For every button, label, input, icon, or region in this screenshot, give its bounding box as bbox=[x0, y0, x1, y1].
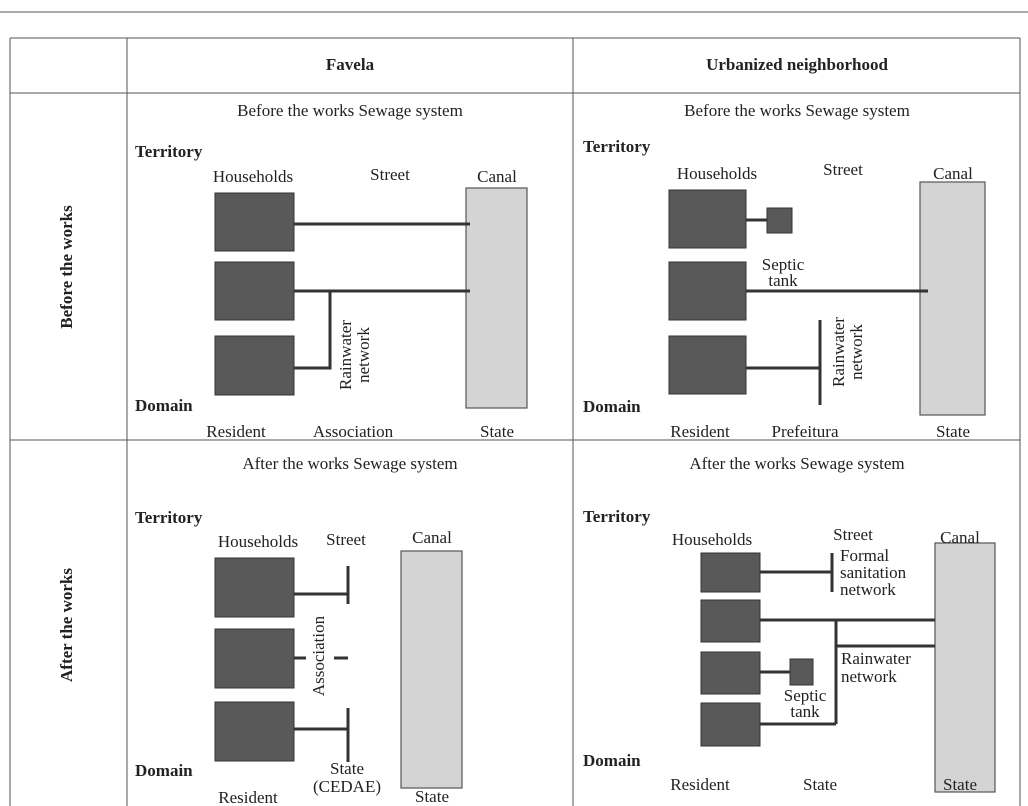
label: tank bbox=[790, 702, 820, 721]
label: State bbox=[936, 422, 970, 441]
label: Households bbox=[213, 167, 293, 186]
label: State bbox=[480, 422, 514, 441]
label: Canal bbox=[412, 528, 452, 547]
domain-label: Domain bbox=[135, 761, 193, 780]
label: State bbox=[330, 759, 364, 778]
label: Households bbox=[672, 530, 752, 549]
label: Resident bbox=[670, 775, 730, 794]
label: Rainwater bbox=[829, 317, 848, 387]
label: network bbox=[841, 667, 897, 686]
row-header: After the works bbox=[57, 568, 76, 682]
label: Street bbox=[326, 530, 366, 549]
label: Association bbox=[309, 615, 328, 696]
label: network bbox=[840, 580, 896, 599]
cell-title: Before the works Sewage system bbox=[684, 101, 910, 120]
label: (CEDAE) bbox=[313, 777, 381, 796]
label: Rainwater bbox=[841, 649, 911, 668]
diagram-shapes bbox=[214, 181, 996, 793]
column-header: Urbanized neighborhood bbox=[706, 55, 888, 74]
territory-label: Territory bbox=[135, 508, 203, 527]
domain-label: Domain bbox=[135, 396, 193, 415]
domain-label: Domain bbox=[583, 397, 641, 416]
label: Association bbox=[313, 422, 394, 441]
label: Septic bbox=[762, 255, 805, 274]
label: Households bbox=[218, 532, 298, 551]
label: Canal bbox=[477, 167, 517, 186]
label: Households bbox=[677, 164, 757, 183]
cell-title: After the works Sewage system bbox=[242, 454, 457, 473]
label: Street bbox=[823, 160, 863, 179]
label: Street bbox=[370, 165, 410, 184]
label: Street bbox=[833, 525, 873, 544]
label: network bbox=[354, 327, 373, 383]
domain-label: Domain bbox=[583, 751, 641, 770]
label: network bbox=[847, 324, 866, 380]
label: sanitation bbox=[840, 563, 907, 582]
label: Resident bbox=[218, 788, 278, 806]
label: Canal bbox=[940, 528, 980, 547]
territory-label: Territory bbox=[135, 142, 203, 161]
table-grid bbox=[0, 11, 1028, 806]
row-header: Before the works bbox=[57, 205, 76, 329]
territory-label: Territory bbox=[583, 137, 651, 156]
label: State bbox=[415, 787, 449, 806]
column-header: Favela bbox=[326, 55, 375, 74]
cell-title: After the works Sewage system bbox=[689, 454, 904, 473]
label: Resident bbox=[206, 422, 266, 441]
label: Formal bbox=[840, 546, 889, 565]
label: Septic bbox=[784, 686, 827, 705]
cell-title: Before the works Sewage system bbox=[237, 101, 463, 120]
label: Rainwater bbox=[336, 320, 355, 390]
label: State bbox=[803, 775, 837, 794]
label: tank bbox=[768, 271, 798, 290]
label: Resident bbox=[670, 422, 730, 441]
territory-label: Territory bbox=[583, 507, 651, 526]
label: Canal bbox=[933, 164, 973, 183]
label: State bbox=[943, 775, 977, 794]
label: Prefeitura bbox=[771, 422, 838, 441]
